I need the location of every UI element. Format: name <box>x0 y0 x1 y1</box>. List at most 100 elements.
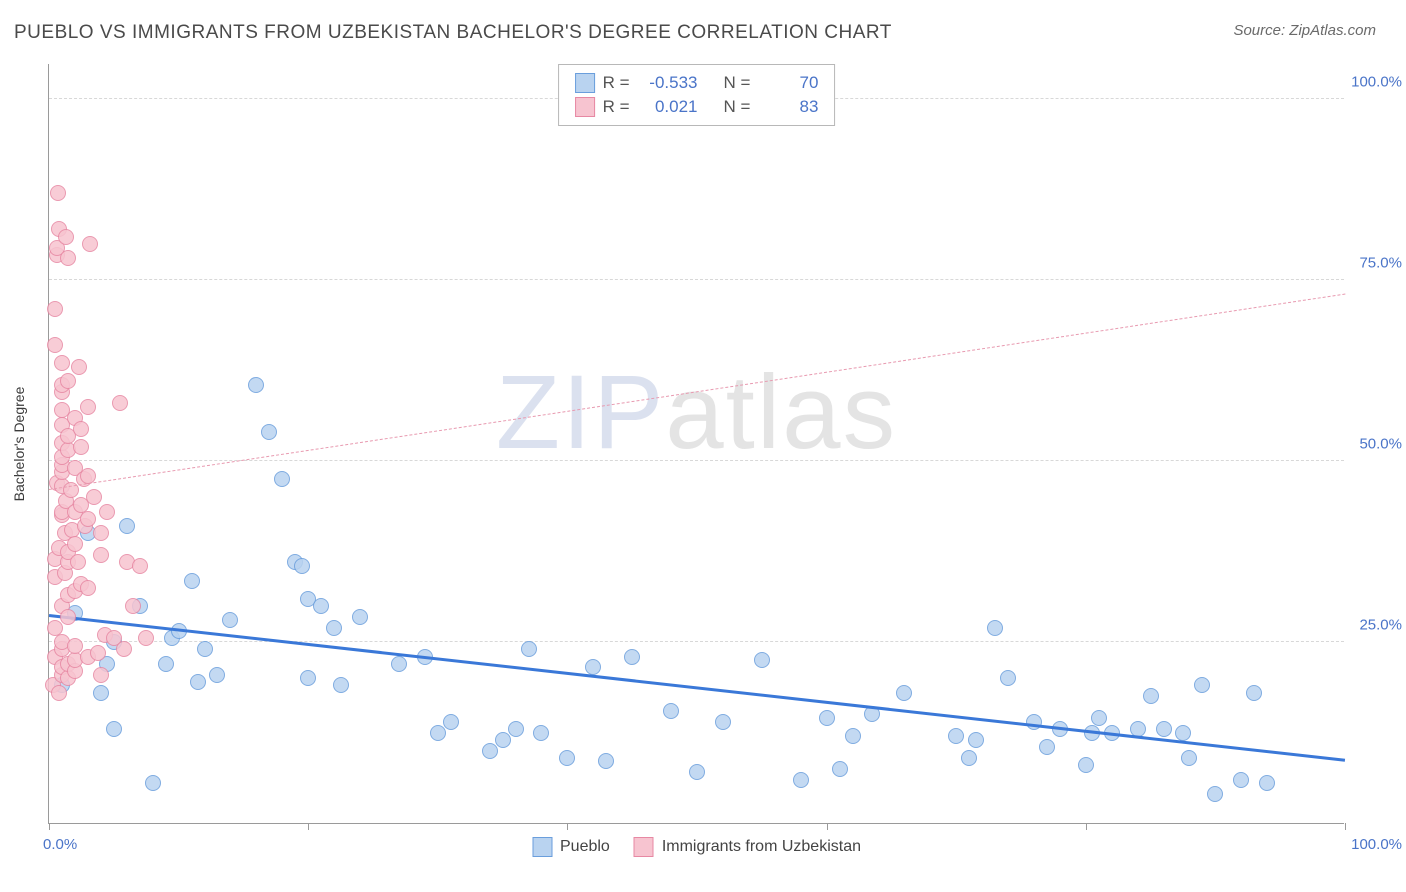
scatter-point-uzbekistan <box>112 395 128 411</box>
scatter-chart: Bachelor's Degree ZIPatlas R = -0.533 N … <box>48 64 1344 824</box>
scatter-point-uzbekistan <box>58 229 74 245</box>
stats-row-uzbekistan: R = 0.021 N = 83 <box>575 95 819 119</box>
scatter-point-pueblo <box>1143 688 1159 704</box>
scatter-point-pueblo <box>274 471 290 487</box>
scatter-point-pueblo <box>987 620 1003 636</box>
scatter-point-pueblo <box>106 721 122 737</box>
legend-item-uzbekistan: Immigrants from Uzbekistan <box>634 837 861 857</box>
scatter-point-uzbekistan <box>82 236 98 252</box>
watermark-atlas: atlas <box>665 354 897 471</box>
swatch-pueblo <box>532 837 552 857</box>
scatter-point-uzbekistan <box>50 185 66 201</box>
scatter-point-uzbekistan <box>67 536 83 552</box>
scatter-point-pueblo <box>754 652 770 668</box>
r-label: R = <box>603 71 630 95</box>
x-tick <box>49 823 50 830</box>
scatter-point-pueblo <box>495 732 511 748</box>
scatter-point-uzbekistan <box>93 547 109 563</box>
r-value-pueblo: -0.533 <box>638 71 698 95</box>
scatter-point-pueblo <box>1207 786 1223 802</box>
scatter-point-pueblo <box>1000 670 1016 686</box>
gridline <box>49 279 1344 280</box>
source-attribution: Source: ZipAtlas.com <box>1233 22 1376 39</box>
scatter-point-pueblo <box>715 714 731 730</box>
r-label: R = <box>603 95 630 119</box>
scatter-point-pueblo <box>158 656 174 672</box>
n-label: N = <box>724 95 751 119</box>
scatter-point-uzbekistan <box>60 250 76 266</box>
scatter-point-pueblo <box>190 674 206 690</box>
y-axis-label: Bachelor's Degree <box>11 386 27 501</box>
scatter-point-pueblo <box>430 725 446 741</box>
y-tick-label: 100.0% <box>1351 74 1402 91</box>
scatter-point-uzbekistan <box>80 399 96 415</box>
n-label: N = <box>724 71 751 95</box>
scatter-point-uzbekistan <box>116 641 132 657</box>
scatter-point-pueblo <box>248 377 264 393</box>
x-tick <box>1086 823 1087 830</box>
scatter-point-pueblo <box>521 641 537 657</box>
scatter-point-pueblo <box>209 667 225 683</box>
scatter-point-pueblo <box>1039 739 1055 755</box>
scatter-point-pueblo <box>93 685 109 701</box>
scatter-point-pueblo <box>1181 750 1197 766</box>
y-tick-label: 50.0% <box>1359 436 1402 453</box>
scatter-point-pueblo <box>1175 725 1191 741</box>
scatter-point-pueblo <box>585 659 601 675</box>
scatter-point-pueblo <box>793 772 809 788</box>
stats-row-pueblo: R = -0.533 N = 70 <box>575 71 819 95</box>
x-tick <box>567 823 568 830</box>
scatter-point-uzbekistan <box>73 421 89 437</box>
legend-label-uzbekistan: Immigrants from Uzbekistan <box>662 838 861 856</box>
swatch-uzbekistan <box>634 837 654 857</box>
scatter-point-uzbekistan <box>60 373 76 389</box>
scatter-point-pueblo <box>184 573 200 589</box>
scatter-point-pueblo <box>896 685 912 701</box>
scatter-point-pueblo <box>333 677 349 693</box>
legend-label-pueblo: Pueblo <box>560 838 610 856</box>
scatter-point-pueblo <box>391 656 407 672</box>
chart-title: PUEBLO VS IMMIGRANTS FROM UZBEKISTAN BAC… <box>14 22 892 44</box>
scatter-point-pueblo <box>689 764 705 780</box>
y-tick-label: 25.0% <box>1359 617 1402 634</box>
scatter-point-uzbekistan <box>80 511 96 527</box>
scatter-point-uzbekistan <box>47 337 63 353</box>
scatter-point-pueblo <box>197 641 213 657</box>
scatter-point-pueblo <box>845 728 861 744</box>
n-value-pueblo: 70 <box>758 71 818 95</box>
scatter-point-pueblo <box>1259 775 1275 791</box>
scatter-point-uzbekistan <box>93 525 109 541</box>
scatter-point-pueblo <box>1156 721 1172 737</box>
scatter-point-pueblo <box>533 725 549 741</box>
scatter-point-pueblo <box>948 728 964 744</box>
scatter-point-uzbekistan <box>99 504 115 520</box>
x-tick <box>827 823 828 830</box>
x-tick <box>1345 823 1346 830</box>
swatch-pueblo <box>575 73 595 93</box>
scatter-point-pueblo <box>559 750 575 766</box>
scatter-point-pueblo <box>832 761 848 777</box>
scatter-point-uzbekistan <box>80 580 96 596</box>
n-value-uzbekistan: 83 <box>758 95 818 119</box>
scatter-point-uzbekistan <box>125 598 141 614</box>
scatter-point-pueblo <box>352 609 368 625</box>
swatch-uzbekistan <box>575 97 595 117</box>
scatter-point-uzbekistan <box>70 554 86 570</box>
x-tick <box>308 823 309 830</box>
series-legend: Pueblo Immigrants from Uzbekistan <box>532 837 861 857</box>
x-axis-max-label: 100.0% <box>1351 836 1402 853</box>
scatter-point-pueblo <box>624 649 640 665</box>
watermark-zip: ZIP <box>496 354 665 471</box>
scatter-point-pueblo <box>294 558 310 574</box>
scatter-point-uzbekistan <box>138 630 154 646</box>
scatter-point-uzbekistan <box>60 609 76 625</box>
scatter-point-uzbekistan <box>93 667 109 683</box>
scatter-point-pueblo <box>482 743 498 759</box>
scatter-point-uzbekistan <box>86 489 102 505</box>
scatter-point-uzbekistan <box>51 685 67 701</box>
scatter-point-pueblo <box>1194 677 1210 693</box>
scatter-point-pueblo <box>819 710 835 726</box>
scatter-point-uzbekistan <box>90 645 106 661</box>
scatter-point-pueblo <box>443 714 459 730</box>
scatter-point-pueblo <box>222 612 238 628</box>
